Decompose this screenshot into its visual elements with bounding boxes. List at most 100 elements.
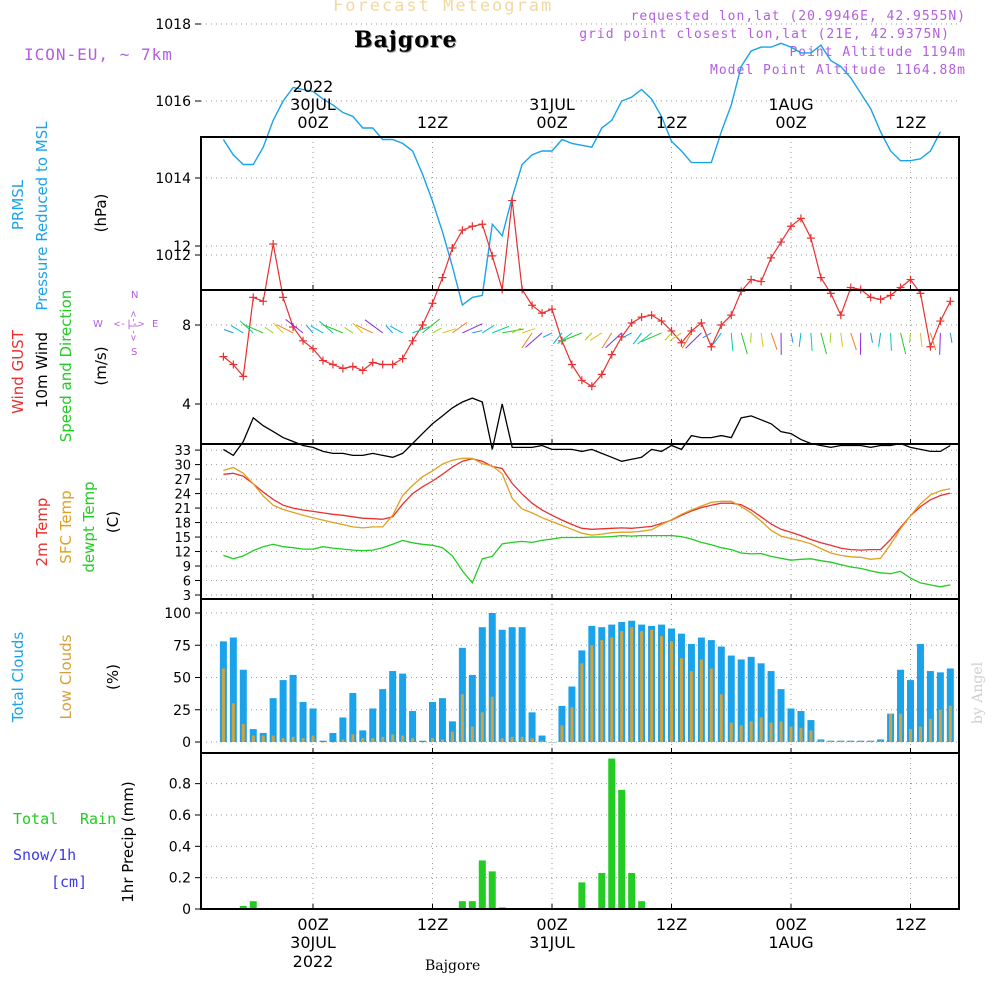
total-clouds-bar — [279, 680, 287, 742]
low-clouds-bar — [719, 694, 723, 742]
gust-marker — [259, 297, 268, 306]
pressure-panel-frame — [200, 136, 960, 291]
total-clouds-bar — [757, 663, 765, 742]
wind-direction-arrow — [685, 332, 702, 349]
wind-direction-arrow — [702, 332, 712, 339]
low-clouds-bar — [361, 738, 365, 742]
gust-marker — [219, 352, 228, 361]
low-clouds-bar — [759, 717, 763, 742]
rain-bar — [598, 872, 606, 909]
low-clouds-bar — [889, 713, 893, 742]
total-clouds-bar — [349, 692, 357, 742]
gust-marker — [637, 313, 646, 322]
precip-y-tick-label: 0.4 — [169, 839, 191, 855]
total-clouds-bar — [727, 655, 735, 742]
gust-marker — [309, 344, 317, 353]
temp-y-tick-label: 27 — [174, 473, 191, 488]
wind-direction-arrow — [637, 332, 652, 345]
low-clouds-bar — [859, 740, 863, 742]
wind-direction-arrow — [422, 318, 440, 334]
wind-direction-arrow — [601, 332, 613, 349]
compass-s: S — [131, 347, 138, 358]
top-time-label: 12Z — [417, 113, 448, 132]
bottom-time-label: 00Z — [775, 915, 806, 934]
total-clouds-bar — [478, 627, 486, 742]
gust-marker — [468, 222, 477, 231]
low-clouds-bar — [231, 703, 235, 742]
low-clouds-bar — [421, 742, 425, 743]
wind-direction-arrow — [919, 332, 923, 347]
compass-arrow-we: <-|-> — [114, 319, 145, 330]
dewpt-line — [223, 534, 951, 588]
gust-marker — [448, 243, 457, 252]
gust-marker — [657, 317, 666, 326]
wind-direction-arrow — [909, 332, 911, 343]
low-clouds-bar — [689, 671, 693, 742]
low-clouds-bar — [749, 721, 753, 742]
gust-marker — [428, 299, 437, 308]
low-clouds-bar — [709, 668, 713, 742]
rain-bar — [608, 758, 616, 909]
gust-marker — [378, 360, 387, 369]
gust-marker — [647, 311, 656, 320]
low-clouds-bar — [570, 707, 574, 742]
wind-direction-arrow — [272, 322, 284, 334]
bottom-time-label: 31JUL — [529, 933, 575, 952]
temp-y-tick-label: 18 — [174, 517, 191, 532]
gust-marker — [836, 311, 845, 320]
total-clouds-bar — [528, 712, 536, 742]
low-clouds-bar — [450, 731, 454, 742]
clouds-y-tick-label: 75 — [173, 638, 191, 654]
wind-direction-arrow — [790, 332, 794, 343]
bottom-time-label: 12Z — [656, 915, 687, 934]
gust-marker — [458, 226, 467, 235]
low-clouds-bar — [779, 721, 783, 742]
wind-direction-arrow — [798, 332, 802, 347]
wind-direction-arrow — [669, 332, 682, 342]
wind-direction-arrow — [760, 332, 764, 347]
wind-direction-arrow — [231, 325, 244, 334]
wind-direction-arrow — [820, 332, 828, 355]
wind-y-tick-label: 12 — [173, 239, 191, 255]
gust-marker — [757, 277, 766, 286]
low-clouds-bar — [291, 736, 295, 742]
bottom-time-label: 00Z — [297, 915, 328, 934]
gust-marker — [269, 240, 278, 249]
total-clouds-bar — [429, 702, 436, 742]
temp-y-tick-label: 21 — [174, 502, 191, 517]
gust-marker — [418, 321, 427, 329]
low-clouds-bar — [918, 726, 922, 742]
wind-direction-arrow — [740, 332, 748, 355]
gust-marker — [777, 238, 786, 247]
temp-y-tick-label: 12 — [174, 546, 191, 561]
wind-direction-arrow — [664, 332, 672, 341]
gust-marker — [318, 356, 327, 365]
bottom-time-label: 12Z — [417, 915, 448, 934]
gust-marker — [816, 273, 825, 282]
pressure-y-tick-label: 1016 — [155, 94, 191, 110]
low-clouds-bar — [909, 729, 912, 742]
gust-marker — [767, 253, 776, 262]
compass-n: N — [131, 290, 139, 301]
precip-y-tick-label: 0.8 — [169, 777, 191, 793]
low-clouds-bar — [849, 740, 853, 742]
low-clouds-bar — [311, 735, 315, 742]
total-clouds-bar — [329, 732, 337, 742]
wind-direction-arrow — [681, 332, 692, 349]
gust-marker — [348, 362, 357, 371]
chart-title: Forecast Meteogram — [333, 0, 554, 16]
low-clouds-bar — [271, 735, 275, 742]
point-altitude: Point Altitude 1194m — [789, 45, 966, 60]
gust-marker — [548, 305, 556, 314]
total-clouds-bar — [558, 705, 566, 742]
wind-y-tick-label: 8 — [182, 318, 191, 334]
low-clouds-bar — [729, 722, 733, 742]
gust-marker — [876, 295, 885, 304]
rain-bar — [628, 872, 636, 909]
wind-direction-arrow — [432, 327, 442, 334]
wind-direction-arrow — [810, 332, 813, 351]
low-clouds-bar — [869, 740, 873, 742]
total-clouds-bar — [379, 689, 387, 742]
gust-marker — [677, 338, 686, 347]
low-clouds-bar — [221, 668, 225, 742]
